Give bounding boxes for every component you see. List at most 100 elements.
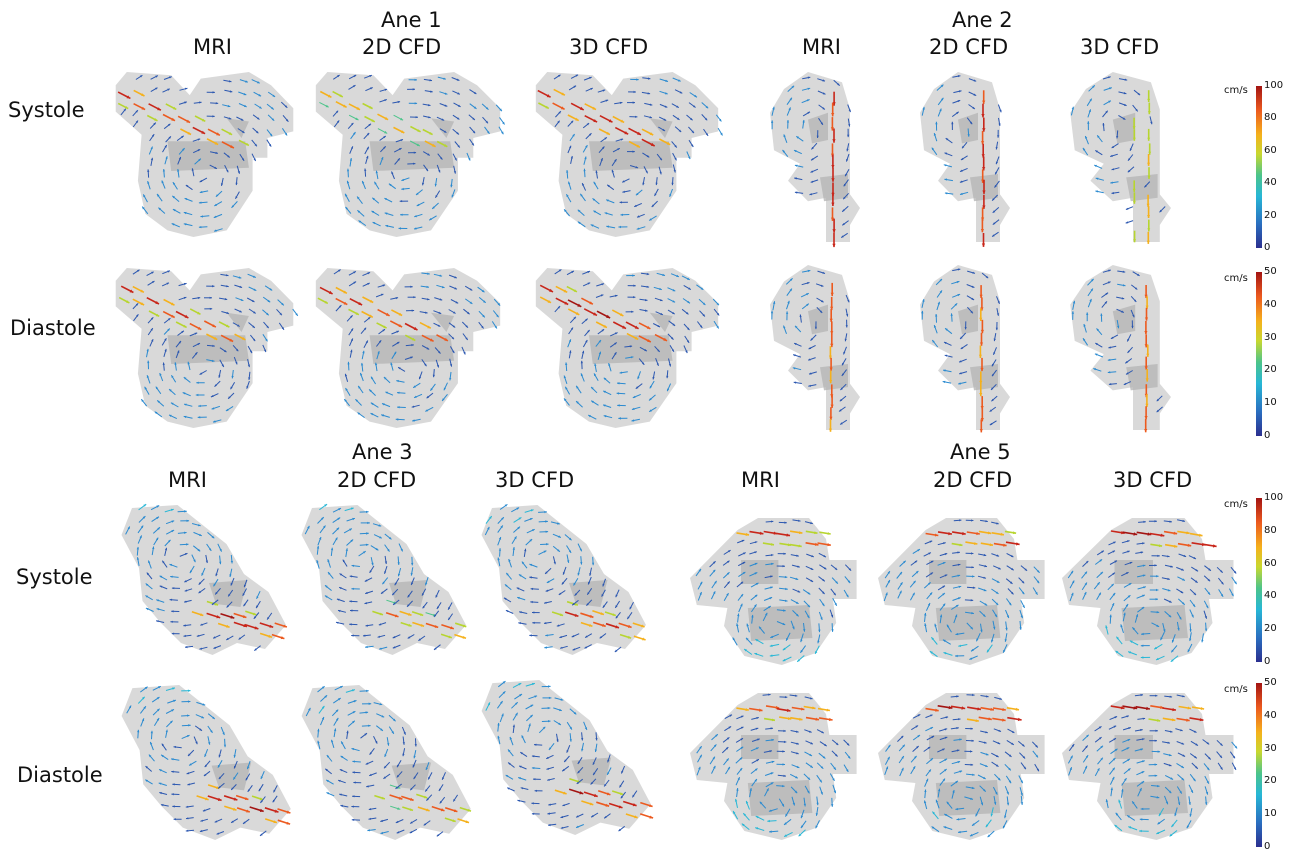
velocity-arrow (770, 633, 779, 639)
velocity-arrow (980, 319, 984, 334)
velocity-arrow (278, 322, 285, 331)
velocity-arrow (653, 286, 662, 291)
velocity-arrow (686, 151, 691, 160)
velocity-arrow (779, 542, 792, 547)
velocity-arrow (521, 735, 526, 744)
velocity-arrow (567, 308, 580, 316)
velocity-arrow (736, 581, 744, 588)
velocity-arrow (1100, 313, 1103, 322)
velocity-arrow (360, 362, 364, 372)
velocity-arrow (215, 568, 219, 577)
velocity-arrow (466, 152, 471, 161)
ane5-2d-cfd-heading: 2D CFD (933, 468, 1013, 492)
velocity-arrow (631, 418, 641, 422)
velocity-arrow (1137, 564, 1146, 568)
velocity-arrow (394, 157, 401, 165)
velocity-arrow (736, 707, 749, 712)
velocity-arrow (195, 714, 205, 719)
velocity-arrow (831, 750, 838, 757)
velocity-arrow (148, 103, 162, 111)
ane2-mri-heading: MRI (802, 35, 841, 59)
velocity-arrow (1069, 580, 1075, 589)
velocity-arrow (1116, 308, 1125, 313)
velocity-arrow (805, 716, 820, 721)
velocity-arrow (349, 297, 363, 306)
velocity-arrow (1176, 694, 1185, 698)
velocity-arrow (566, 270, 575, 276)
velocity-arrow (789, 543, 802, 548)
velocity-arrow (182, 392, 191, 397)
velocity-arrow (584, 103, 597, 111)
velocity-arrow (969, 655, 978, 660)
velocity-arrow (213, 578, 219, 587)
velocity-arrow (944, 192, 954, 195)
velocity-arrow (925, 726, 934, 732)
velocity-arrow (1125, 220, 1134, 224)
velocity-arrow (1117, 270, 1126, 273)
velocity-arrow (985, 819, 992, 828)
velocity-arrow (164, 547, 168, 557)
velocity-arrow (554, 269, 562, 275)
velocity-arrow (145, 583, 153, 590)
velocity-arrow (320, 694, 328, 702)
velocity-arrow (162, 113, 176, 122)
velocity-arrow (603, 377, 611, 384)
ane5-3d-cfd-heading: 3D CFD (1113, 468, 1193, 492)
velocity-arrow (615, 589, 620, 598)
velocity-arrow (440, 633, 453, 639)
velocity-arrow (701, 102, 709, 109)
velocity-arrow (575, 813, 584, 818)
velocity-arrow (262, 344, 267, 353)
velocity-arrow (1094, 164, 1103, 169)
velocity-arrow (396, 771, 403, 778)
velocity-arrow (360, 327, 367, 335)
velocity-arrow (539, 296, 552, 304)
velocity-arrow (751, 717, 759, 720)
velocity-arrow (408, 102, 418, 105)
velocity-arrow (799, 645, 807, 654)
velocity-arrow (965, 541, 978, 545)
velocity-arrow (203, 320, 217, 328)
colorbar-tick: 20 (1264, 623, 1277, 635)
velocity-arrow (577, 543, 583, 552)
velocity-arrow (803, 600, 811, 608)
velocity-arrow (765, 727, 774, 730)
colorbar-tick: 10 (1264, 808, 1277, 820)
velocity-arrow (602, 404, 612, 408)
velocity-arrow (538, 550, 547, 556)
velocity-arrow (187, 782, 196, 786)
velocity-arrow (553, 88, 566, 96)
velocity-arrow (659, 103, 668, 108)
velocity-arrow (924, 623, 928, 633)
velocity-arrow (979, 785, 987, 792)
velocity-arrow (172, 181, 178, 190)
velocity-arrow (1130, 284, 1138, 290)
vessel-silhouette (301, 505, 466, 655)
velocity-arrow (357, 385, 364, 394)
velocity-arrow (531, 802, 540, 805)
velocity-arrow (576, 778, 584, 785)
velocity-arrow (923, 746, 931, 752)
velocity-arrow (346, 180, 351, 190)
velocity-arrow (554, 697, 564, 701)
velocity-arrow (393, 126, 405, 134)
velocity-arrow (654, 333, 668, 342)
velocity-arrow (331, 739, 335, 749)
velocity-arrow (830, 117, 834, 131)
velocity-arrow (464, 285, 473, 291)
velocity-arrow (497, 735, 501, 745)
velocity-arrow (453, 102, 461, 108)
velocity-arrow (319, 286, 333, 295)
velocity-arrow (620, 213, 630, 216)
velocity-arrow (961, 141, 968, 149)
velocity-arrow (587, 576, 592, 585)
velocity-arrow (819, 598, 825, 607)
velocity-arrow (209, 151, 219, 154)
velocity-arrow (749, 707, 763, 712)
velocity-arrow (958, 358, 967, 363)
velocity-arrow (165, 103, 177, 111)
velocity-arrow (277, 808, 291, 814)
velocity-arrow (218, 369, 222, 378)
velocity-arrow (441, 393, 448, 402)
velocity-arrow (1162, 741, 1171, 744)
